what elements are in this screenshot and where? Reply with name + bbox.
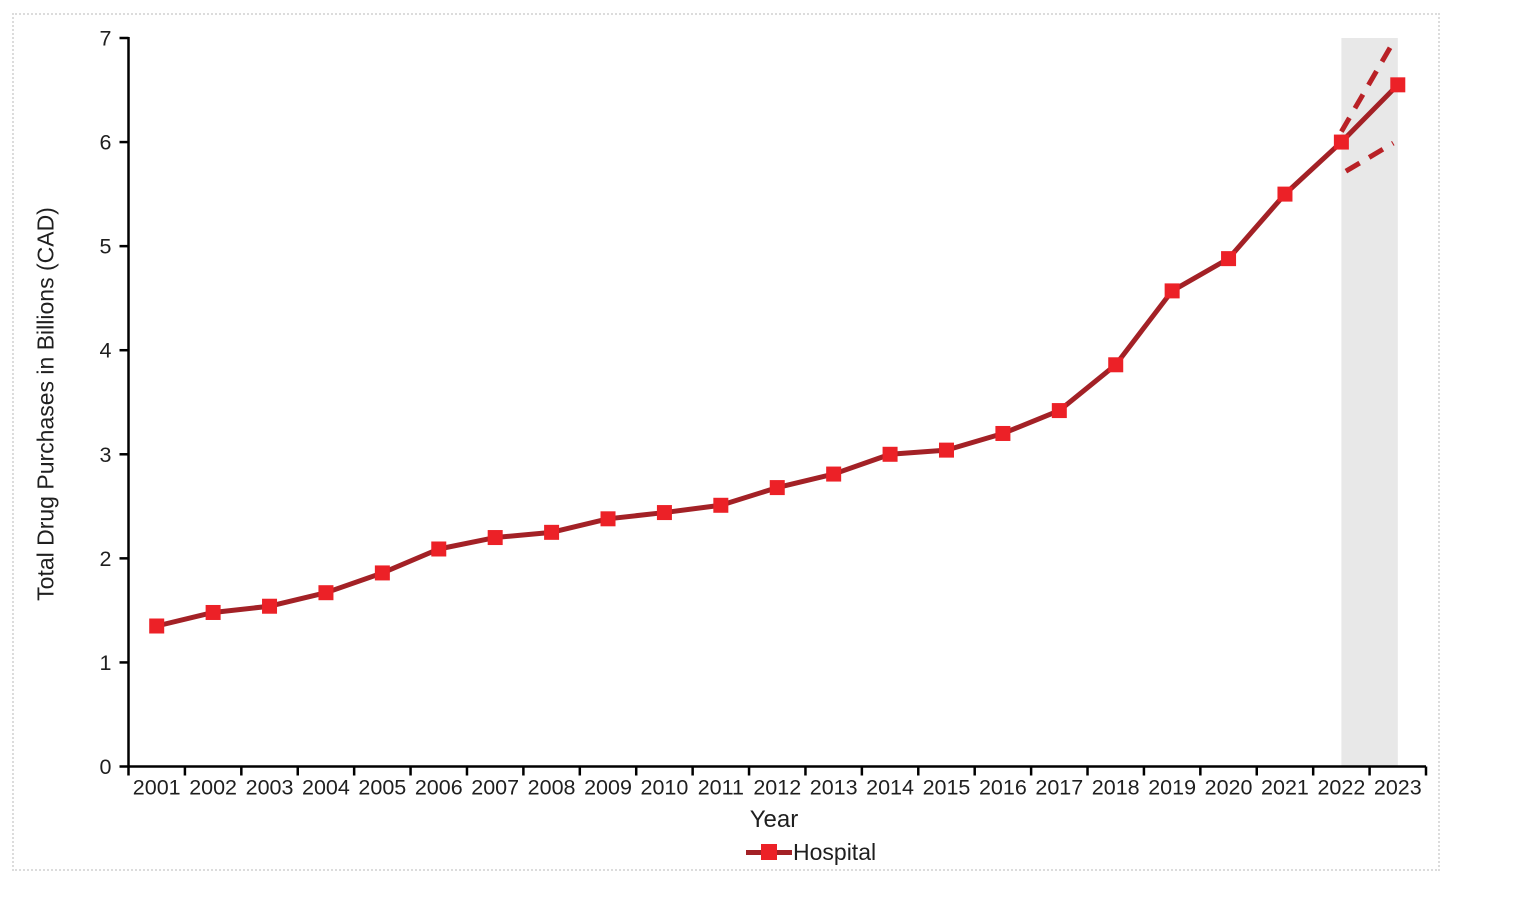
y-tick-label-6: 6: [100, 131, 112, 155]
x-tick-label-2016: 2016: [979, 776, 1027, 800]
x-tick-label-2019: 2019: [1148, 776, 1196, 800]
x-tick-label-2003: 2003: [246, 776, 294, 800]
x-tick-label-2014: 2014: [866, 776, 914, 800]
y-tick-label-2: 2: [100, 547, 112, 571]
data-point-2004: [318, 585, 334, 601]
data-point-2008: [544, 524, 560, 540]
data-point-2018: [1108, 357, 1124, 373]
x-tick-label-2017: 2017: [1035, 776, 1083, 800]
y-tick-label-0: 0: [100, 755, 112, 779]
legend-series-marker-icon: [746, 841, 792, 863]
data-point-2023: [1390, 77, 1406, 93]
y-tick-label-3: 3: [100, 443, 112, 467]
data-point-2020: [1221, 251, 1237, 267]
y-axis-title: Total Drug Purchases in Billions (CAD): [32, 207, 59, 601]
x-tick-label-2006: 2006: [415, 776, 463, 800]
data-point-2009: [600, 511, 616, 527]
data-point-2010: [656, 505, 672, 521]
data-point-2017: [1051, 403, 1067, 419]
data-point-2013: [826, 466, 842, 482]
x-tick-label-2002: 2002: [189, 776, 237, 800]
x-tick-label-2021: 2021: [1261, 776, 1309, 800]
data-point-2016: [995, 425, 1011, 441]
data-point-2001: [149, 618, 165, 634]
y-tick-label-7: 7: [100, 27, 112, 51]
data-point-2007: [487, 530, 503, 546]
legend-label: Hospital: [793, 838, 877, 865]
x-tick-label-2020: 2020: [1205, 776, 1253, 800]
x-tick-label-2011: 2011: [698, 776, 744, 800]
y-tick-label-5: 5: [100, 235, 112, 259]
x-tick-label-2008: 2008: [528, 776, 576, 800]
x-tick-label-2005: 2005: [358, 776, 406, 800]
x-tick-label-2001: 2001: [133, 776, 181, 800]
x-tick-label-2009: 2009: [584, 776, 632, 800]
data-point-2005: [374, 565, 390, 581]
forecast-band: [1341, 38, 1398, 767]
data-point-2006: [431, 541, 447, 557]
x-tick-label-2015: 2015: [923, 776, 971, 800]
forecast-upper-dashed: [1339, 40, 1396, 133]
legend-square-marker-icon: [761, 844, 777, 860]
series-line-hospital: [156, 83, 1400, 629]
x-axis-title: Year: [749, 806, 799, 833]
y-tick-label-4: 4: [100, 339, 112, 363]
x-tick-label-2018: 2018: [1092, 776, 1140, 800]
data-point-2019: [1164, 283, 1180, 299]
forecast-lower-dashed: [1344, 140, 1395, 174]
data-point-2021: [1277, 186, 1293, 202]
legend: Hospital: [746, 838, 877, 865]
data-point-2002: [205, 604, 221, 620]
data-point-2012: [769, 480, 785, 496]
data-point-2015: [938, 442, 954, 458]
x-tick-label-2010: 2010: [641, 776, 689, 800]
x-tick-label-2007: 2007: [471, 776, 519, 800]
x-tick-label-2012: 2012: [753, 776, 801, 800]
x-tick-label-2004: 2004: [302, 776, 350, 800]
x-tick-label-2022: 2022: [1317, 776, 1365, 800]
data-point-2014: [882, 446, 898, 462]
data-point-2011: [713, 497, 729, 513]
x-tick-label-2023: 2023: [1374, 776, 1422, 800]
y-tick-label-1: 1: [100, 651, 112, 675]
data-point-2022: [1333, 134, 1349, 150]
x-tick-label-2013: 2013: [810, 776, 858, 800]
data-point-2003: [262, 598, 278, 614]
